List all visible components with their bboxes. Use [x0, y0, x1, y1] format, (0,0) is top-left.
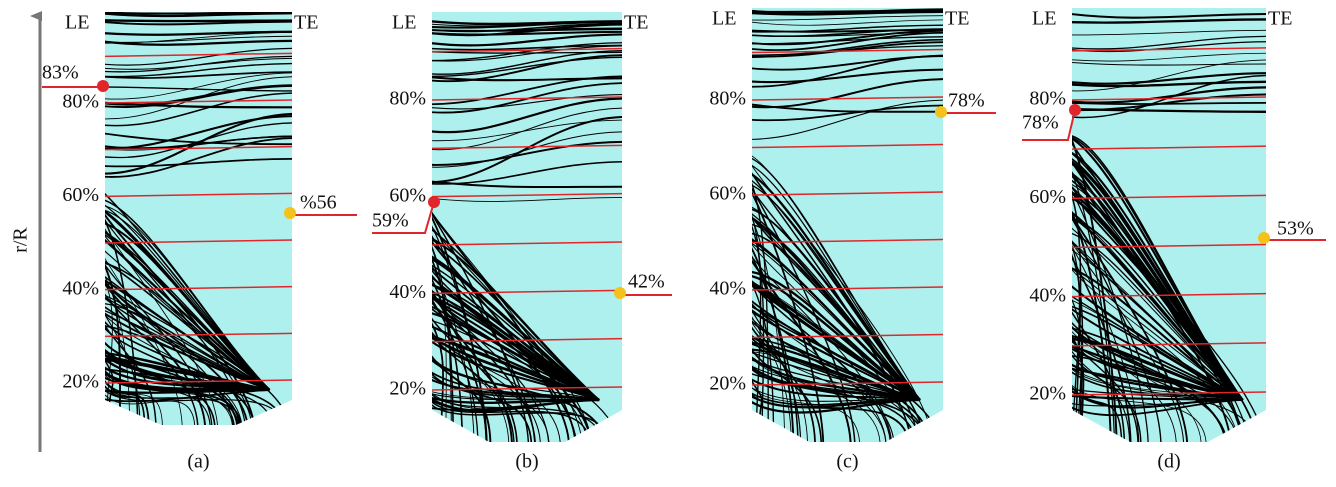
marker-label: 59% — [372, 210, 409, 232]
radius-label: 60% — [389, 184, 426, 206]
figure: r/R LE TE (a) 20% 40% 60% 80% 83% %56 LE TE (b) 20% 4… — [0, 0, 1336, 482]
marker-label: 78% — [1022, 112, 1059, 134]
separation-marker — [428, 196, 440, 208]
trailing-edge-label: TE — [624, 12, 648, 34]
blade-panel: LE TE (d) 20% 40% 60% 80%78% 53% — [1022, 8, 1326, 473]
separation-marker — [1258, 232, 1270, 244]
radius-label: 40% — [62, 277, 99, 299]
panel-label: (a) — [187, 451, 209, 473]
leading-edge-label: LE — [65, 12, 89, 34]
radius-label: 80% — [709, 88, 746, 110]
blade-panel: LE TE (a) 20% 40% 60% 80% 83% %56 — [42, 12, 357, 473]
radius-label: 60% — [62, 184, 99, 206]
panel-label: (c) — [836, 451, 858, 473]
trailing-edge-label: TE — [294, 12, 318, 34]
radius-label: 40% — [709, 278, 746, 300]
panel-label: (d) — [1157, 451, 1180, 473]
separation-marker — [1069, 104, 1081, 116]
radius-label: 20% — [389, 378, 426, 400]
leading-edge-label: LE — [1032, 8, 1056, 30]
separation-marker — [284, 207, 296, 219]
marker-label: 78% — [948, 90, 985, 112]
marker-label: 83% — [42, 62, 79, 84]
radius-label: 20% — [709, 373, 746, 395]
trailing-edge-label: TE — [1268, 8, 1292, 30]
trailing-edge-label: TE — [945, 8, 969, 30]
separation-marker — [614, 287, 626, 299]
radius-label: 20% — [62, 371, 99, 393]
marker-label: 53% — [1277, 218, 1314, 240]
page: {"axis_label": "r/R", "panels": [ {"labe… — [0, 0, 1336, 482]
marker-label: 42% — [628, 271, 665, 293]
axis-label: r/R — [10, 227, 32, 253]
radius-label: 60% — [1029, 186, 1066, 208]
radius-label: 80% — [62, 91, 99, 113]
leading-edge-label: LE — [392, 12, 416, 34]
marker-label: %56 — [300, 192, 337, 214]
separation-marker — [935, 106, 947, 118]
blade-panel: LE TE (b) 20% 40% 60% 80% 59% 42% — [372, 12, 672, 473]
radius-label: 80% — [1029, 88, 1066, 110]
blade-panel: LE TE (c) 20% 40% 60% 80% 78% — [709, 8, 996, 473]
radius-label: 40% — [1029, 284, 1066, 306]
radius-label: 80% — [389, 88, 426, 110]
radius-label: 40% — [389, 281, 426, 303]
radius-label: 20% — [1029, 383, 1066, 405]
panel-label: (b) — [515, 451, 538, 473]
radius-label: 60% — [709, 183, 746, 205]
separation-marker — [97, 80, 109, 92]
leading-edge-label: LE — [712, 8, 736, 30]
